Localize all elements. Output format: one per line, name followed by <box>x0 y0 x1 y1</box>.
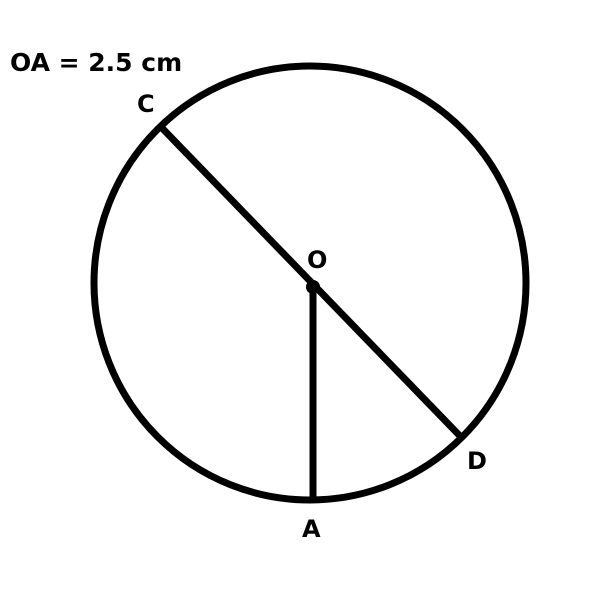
given-measurement: OA = 2.5 cm <box>10 48 183 77</box>
point-label-o: O <box>307 246 328 274</box>
point-label-a: A <box>302 515 321 543</box>
center-point-o <box>306 280 320 294</box>
point-label-c: C <box>137 90 155 118</box>
point-label-d: D <box>467 447 487 475</box>
